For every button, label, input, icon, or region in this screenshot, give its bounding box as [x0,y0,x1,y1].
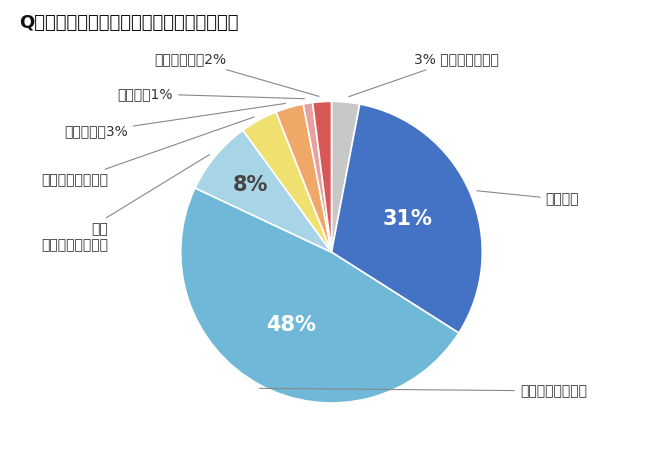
Text: 貯金（銀行預金）: 貯金（銀行預金） [259,384,587,398]
Wedge shape [181,188,459,403]
Wedge shape [243,112,332,252]
Text: 31%: 31% [383,209,432,229]
Wedge shape [313,101,332,252]
Text: 3% 準備していない: 3% 準備していない [349,52,499,97]
Wedge shape [304,103,332,252]
Text: Q．教育資金の準備方法は？（複数回答可）: Q．教育資金の準備方法は？（複数回答可） [20,14,239,32]
Text: 8%: 8% [233,175,268,195]
Text: 奨学金　1%: 奨学金 1% [118,87,304,101]
Wedge shape [332,104,482,333]
Text: 財形貯蓄　3%: 財形貯蓄 3% [64,103,285,139]
Text: 学資保険: 学資保険 [477,191,579,206]
Wedge shape [276,104,332,252]
Text: 教育ローン　2%: 教育ローン 2% [154,52,319,96]
Wedge shape [332,101,359,252]
Text: 運用（金融投資）: 運用（金融投資） [42,117,254,187]
Wedge shape [195,130,332,252]
Text: 保険
（学資保険以外）: 保険 （学資保険以外） [42,155,209,252]
Text: 48%: 48% [266,315,317,335]
